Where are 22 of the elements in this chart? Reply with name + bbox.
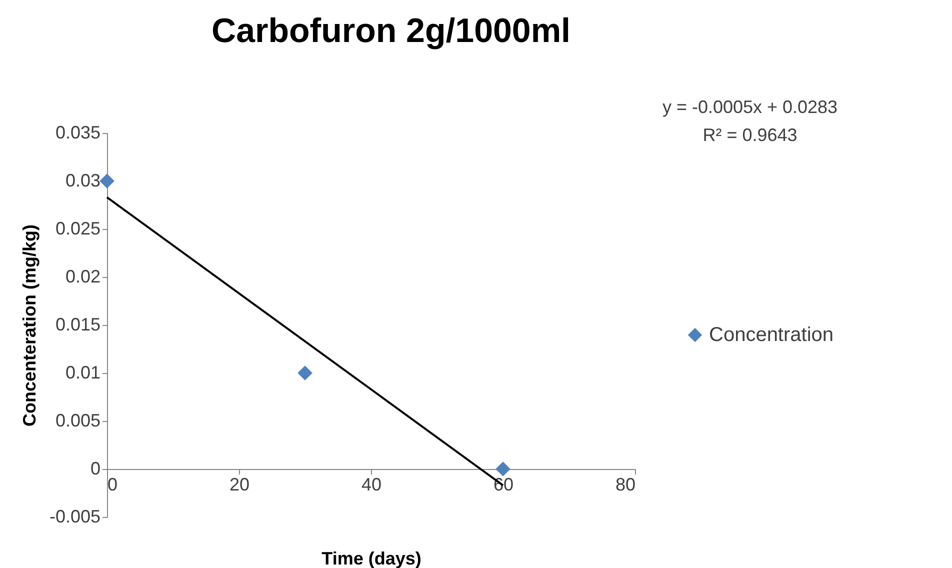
y-tick-label: 0.035 [55, 122, 100, 142]
y-tick-label: -0.005 [49, 506, 100, 526]
legend-label: Concentration [709, 324, 834, 346]
y-tick-label: 0.01 [65, 362, 100, 382]
y-tick-label: 0.025 [55, 218, 100, 238]
point [100, 174, 114, 188]
x-tick-label: 80 [615, 474, 636, 494]
y-tick-label: 0 [90, 458, 100, 478]
x-tick-label: 20 [229, 474, 250, 494]
y-tick-label: 0.03 [65, 170, 100, 190]
x-axis-title: Time (days) [322, 548, 422, 568]
x-tick-label: 0 [108, 474, 118, 494]
y-tick-label: 0.015 [55, 314, 100, 334]
chart-title: Carbofuron 2g/1000ml [212, 12, 570, 50]
y-tick-label: 0.02 [65, 266, 100, 286]
point [496, 462, 510, 476]
point [298, 366, 312, 380]
text: R² = 0.9643 [702, 125, 798, 145]
text: y = -0.0005x + 0.0283 [662, 97, 838, 117]
x-tick-label: 40 [361, 474, 382, 494]
y-tick-label: 0.005 [55, 410, 100, 430]
y-axis-title: Concenteration (mg/kg) [19, 224, 40, 427]
